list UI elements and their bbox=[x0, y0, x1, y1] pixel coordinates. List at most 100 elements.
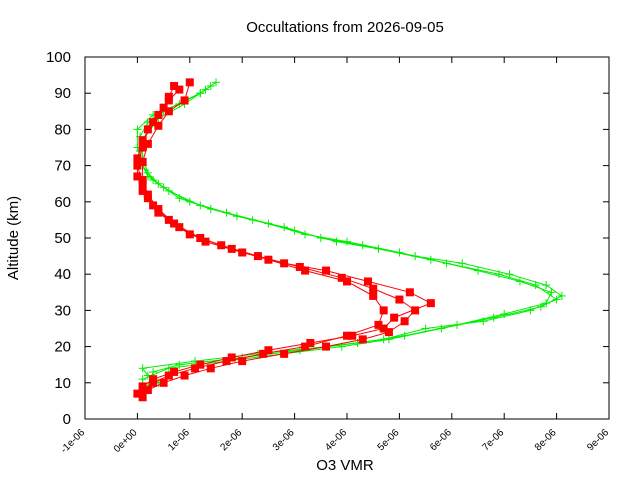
data-point bbox=[227, 353, 236, 362]
x-tick-label: 7e-06 bbox=[480, 427, 506, 453]
data-point bbox=[185, 78, 194, 87]
data-point bbox=[238, 357, 247, 366]
data-point bbox=[222, 357, 231, 366]
data-point bbox=[542, 281, 551, 290]
data-point bbox=[411, 306, 420, 315]
x-tick-label: 2e-06 bbox=[218, 427, 244, 453]
data-point bbox=[143, 386, 152, 395]
data-point bbox=[248, 215, 257, 224]
data-point bbox=[154, 110, 163, 119]
data-point bbox=[133, 125, 142, 134]
data-point bbox=[201, 237, 210, 246]
data-point bbox=[196, 234, 205, 242]
y-tick-label: 0 bbox=[63, 411, 71, 428]
data-point bbox=[212, 78, 220, 87]
data-point bbox=[343, 331, 351, 340]
data-point bbox=[322, 342, 331, 351]
data-point bbox=[306, 338, 315, 347]
x-tick-label: 1e-06 bbox=[166, 427, 192, 453]
data-point bbox=[332, 237, 341, 246]
y-tick-label: 80 bbox=[54, 121, 71, 138]
x-tick-label: 9e-06 bbox=[585, 427, 611, 453]
data-point bbox=[280, 259, 289, 268]
data-point bbox=[400, 331, 409, 340]
series-line bbox=[136, 89, 433, 394]
data-point bbox=[384, 335, 393, 344]
data-point bbox=[138, 136, 147, 145]
y-tick-label: 20 bbox=[54, 339, 71, 356]
data-point bbox=[175, 223, 184, 232]
y-tick-label: 70 bbox=[54, 158, 71, 175]
data-point bbox=[138, 364, 147, 373]
x-tick-label: -1e-06 bbox=[59, 427, 88, 456]
data-point bbox=[395, 295, 404, 304]
y-axis-ticks: 0 10 20 30 40 50 60 70 80 90 100 bbox=[46, 49, 609, 428]
data-point bbox=[259, 349, 268, 358]
data-point bbox=[164, 107, 173, 116]
data-point bbox=[133, 172, 142, 181]
x-tick-label: 4e-06 bbox=[323, 427, 349, 453]
x-tick-label: 0e+00 bbox=[112, 427, 140, 455]
data-point bbox=[206, 205, 215, 214]
plot-frame bbox=[84, 56, 610, 420]
y-tick-label: 40 bbox=[54, 266, 71, 283]
data-point bbox=[185, 230, 194, 239]
data-point bbox=[138, 157, 147, 166]
data-point bbox=[149, 378, 158, 387]
data-point bbox=[474, 266, 482, 275]
data-point bbox=[348, 331, 357, 340]
data-point bbox=[180, 371, 189, 380]
data-point bbox=[180, 96, 189, 105]
x-tick-label: 5e-06 bbox=[376, 427, 402, 453]
data-point bbox=[379, 306, 388, 315]
data-point bbox=[374, 320, 383, 329]
x-tick-label: 6e-06 bbox=[428, 427, 454, 453]
data-point bbox=[363, 277, 372, 286]
data-point bbox=[175, 194, 184, 203]
data-point bbox=[426, 255, 435, 264]
y-tick-label: 100 bbox=[46, 49, 71, 66]
y-tick-label: 30 bbox=[54, 302, 71, 319]
data-point bbox=[400, 317, 409, 326]
data-point bbox=[322, 266, 331, 275]
data-point bbox=[542, 299, 551, 308]
data-point bbox=[164, 96, 173, 105]
data-point bbox=[453, 320, 462, 329]
data-point bbox=[154, 205, 163, 214]
data-point bbox=[390, 313, 399, 322]
data-point bbox=[264, 346, 273, 355]
plot-series bbox=[133, 78, 566, 402]
data-point bbox=[557, 291, 566, 300]
data-point bbox=[170, 367, 179, 376]
data-point bbox=[515, 277, 524, 286]
data-point bbox=[133, 389, 142, 398]
x-axis-label: O3 VMR bbox=[316, 457, 374, 474]
data-point bbox=[264, 255, 273, 264]
data-point bbox=[280, 349, 289, 358]
data-point bbox=[227, 244, 236, 253]
data-point bbox=[149, 367, 158, 376]
data-point bbox=[175, 85, 184, 94]
data-point bbox=[143, 125, 152, 134]
data-point bbox=[374, 244, 383, 253]
data-point bbox=[301, 342, 310, 351]
x-tick-label: 3e-06 bbox=[271, 427, 297, 453]
data-point bbox=[295, 262, 304, 271]
data-point bbox=[164, 371, 173, 380]
data-point bbox=[159, 378, 168, 387]
chart-title: Occultations from 2026-09-05 bbox=[246, 19, 444, 36]
data-point bbox=[133, 154, 142, 163]
series-1 bbox=[133, 78, 435, 402]
data-point bbox=[206, 364, 215, 373]
data-point bbox=[133, 161, 142, 170]
data-point bbox=[405, 288, 414, 297]
data-point bbox=[138, 176, 147, 185]
data-point bbox=[290, 226, 299, 235]
series-line bbox=[136, 85, 416, 398]
data-point bbox=[343, 277, 351, 286]
data-point bbox=[149, 176, 158, 185]
data-point bbox=[138, 393, 147, 402]
y-tick-label: 10 bbox=[54, 375, 71, 392]
data-point bbox=[379, 324, 388, 333]
